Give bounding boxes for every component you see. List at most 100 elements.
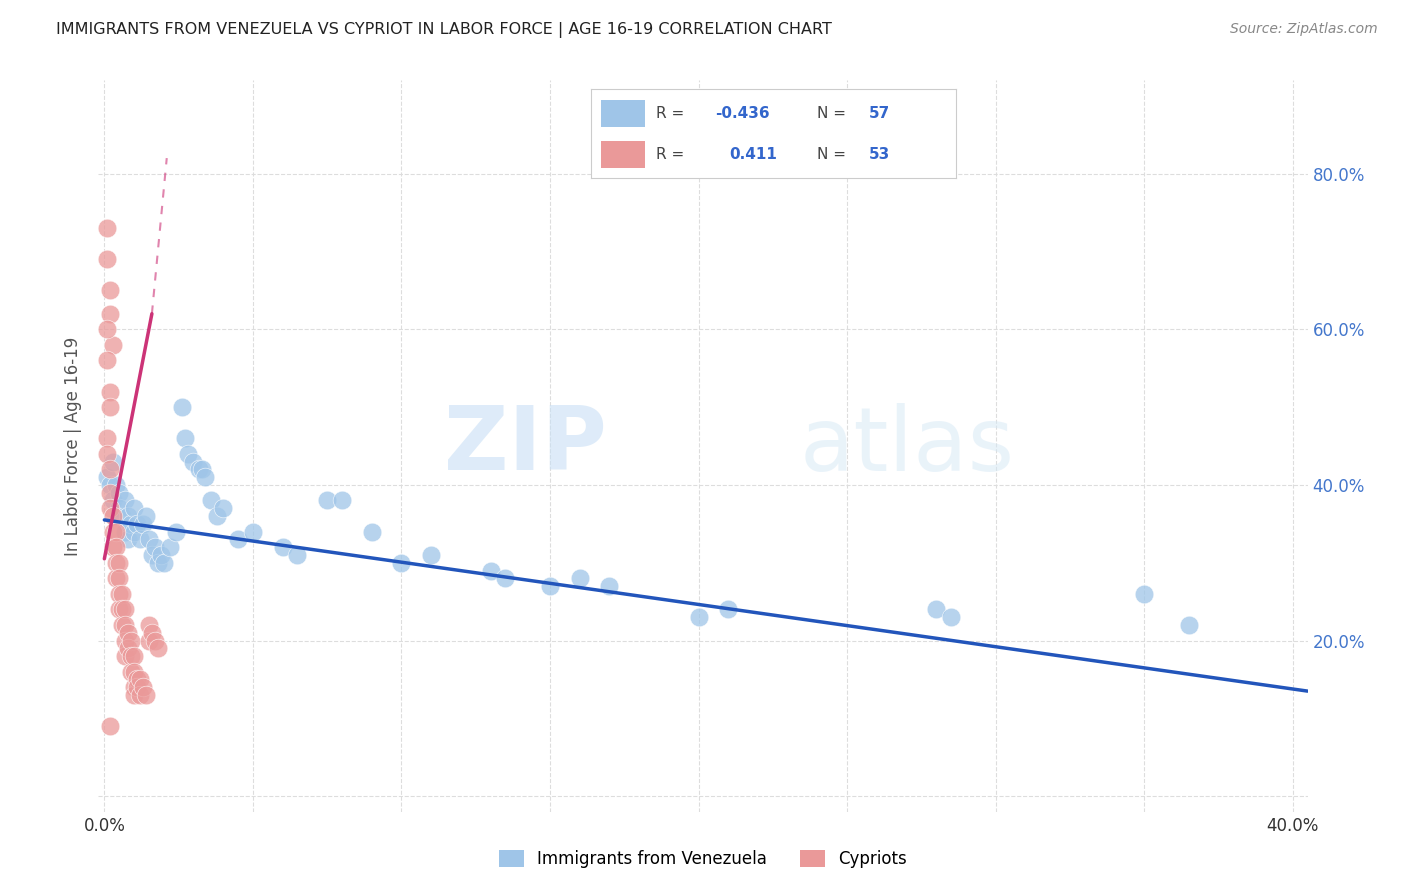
Point xyxy=(316,493,339,508)
Text: 0.411: 0.411 xyxy=(730,147,778,161)
Point xyxy=(96,470,118,484)
Point xyxy=(141,548,163,562)
Point xyxy=(98,307,121,321)
Point xyxy=(120,633,142,648)
Point xyxy=(200,493,222,508)
Point xyxy=(152,556,174,570)
Point xyxy=(479,564,502,578)
Point xyxy=(688,610,710,624)
Point xyxy=(176,447,198,461)
Point xyxy=(120,516,142,531)
Point xyxy=(226,533,249,547)
Point xyxy=(120,649,142,664)
Point xyxy=(114,618,136,632)
Point xyxy=(1133,587,1156,601)
Point xyxy=(108,571,131,585)
Text: atlas: atlas xyxy=(800,402,1015,490)
Point xyxy=(330,493,353,508)
Point xyxy=(360,524,382,539)
Point xyxy=(114,602,136,616)
Point xyxy=(125,680,148,694)
Point xyxy=(117,641,139,656)
Text: IMMIGRANTS FROM VENEZUELA VS CYPRIOT IN LABOR FORCE | AGE 16-19 CORRELATION CHAR: IMMIGRANTS FROM VENEZUELA VS CYPRIOT IN … xyxy=(56,22,832,38)
Point xyxy=(146,556,169,570)
Text: Source: ZipAtlas.com: Source: ZipAtlas.com xyxy=(1230,22,1378,37)
Point xyxy=(98,501,121,516)
Point xyxy=(108,602,131,616)
Point xyxy=(103,454,125,468)
Text: R =: R = xyxy=(657,147,689,161)
Text: -0.436: -0.436 xyxy=(714,106,769,120)
Point xyxy=(108,587,131,601)
Point xyxy=(111,618,134,632)
Point xyxy=(143,540,166,554)
Point xyxy=(212,501,235,516)
Point xyxy=(98,400,121,414)
Point xyxy=(122,665,145,679)
Point xyxy=(129,688,152,702)
Point xyxy=(183,454,205,468)
Point xyxy=(117,533,139,547)
Point xyxy=(287,548,309,562)
Point xyxy=(111,509,134,524)
Point xyxy=(98,462,121,476)
Point xyxy=(103,493,125,508)
Point xyxy=(271,540,294,554)
Point xyxy=(98,485,121,500)
Point xyxy=(98,478,121,492)
Point xyxy=(138,533,160,547)
Point xyxy=(1177,618,1199,632)
Point xyxy=(108,556,131,570)
Point xyxy=(105,478,128,492)
Point xyxy=(114,524,136,539)
Point xyxy=(194,470,217,484)
Point xyxy=(494,571,516,585)
Point xyxy=(129,673,152,687)
Point xyxy=(114,633,136,648)
Text: 57: 57 xyxy=(869,106,890,120)
Point xyxy=(717,602,740,616)
Point xyxy=(111,602,134,616)
Point xyxy=(96,353,118,368)
Point xyxy=(146,641,169,656)
Point xyxy=(98,284,121,298)
Point xyxy=(117,509,139,524)
Point xyxy=(125,673,148,687)
Point xyxy=(120,665,142,679)
Point xyxy=(103,524,125,539)
Point xyxy=(188,462,211,476)
Point xyxy=(122,649,145,664)
Point xyxy=(105,571,128,585)
Point xyxy=(165,524,187,539)
Point xyxy=(122,501,145,516)
Point xyxy=(108,485,131,500)
Point xyxy=(122,524,145,539)
Point xyxy=(96,252,118,267)
Point xyxy=(138,618,160,632)
Text: N =: N = xyxy=(817,147,851,161)
Point xyxy=(96,431,118,445)
Point xyxy=(207,509,229,524)
Point xyxy=(108,501,131,516)
Point xyxy=(141,625,163,640)
Point xyxy=(132,680,155,694)
Point xyxy=(105,524,128,539)
Point xyxy=(122,680,145,694)
Point xyxy=(420,548,443,562)
Text: 53: 53 xyxy=(869,147,890,161)
Point xyxy=(159,540,181,554)
FancyBboxPatch shape xyxy=(602,141,645,168)
Point xyxy=(103,540,125,554)
Point xyxy=(122,688,145,702)
Legend: Immigrants from Venezuela, Cypriots: Immigrants from Venezuela, Cypriots xyxy=(492,843,914,875)
Point xyxy=(96,221,118,235)
Point xyxy=(96,322,118,336)
Point xyxy=(925,602,948,616)
Point xyxy=(191,462,214,476)
Point xyxy=(111,587,134,601)
Point xyxy=(103,509,125,524)
Text: N =: N = xyxy=(817,106,851,120)
Point xyxy=(114,649,136,664)
Point xyxy=(98,719,121,733)
Point xyxy=(135,688,157,702)
